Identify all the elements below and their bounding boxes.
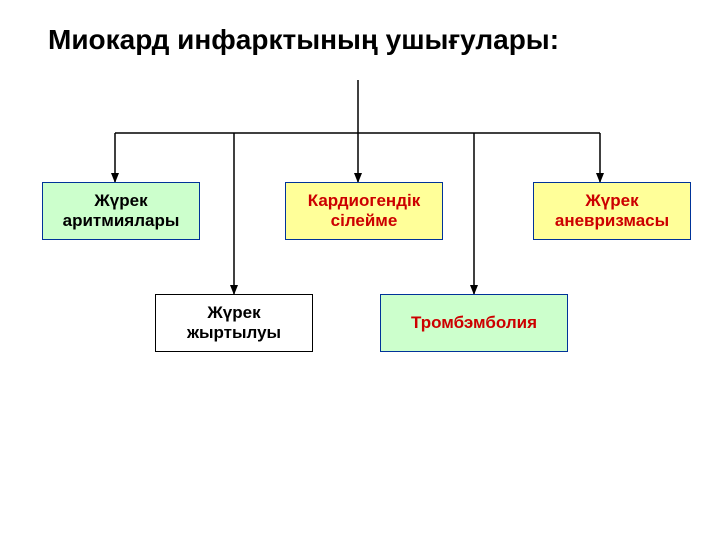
box-aneurysm: Жүреканевризмасы bbox=[533, 182, 691, 240]
box-thromboembolism-label: Тромбэмболия bbox=[411, 313, 537, 333]
box-arrhythmia-label: Жүрекаритмиялары bbox=[63, 191, 180, 232]
box-cardiogenic-shock: Кардиогендіксілейме bbox=[285, 182, 443, 240]
box-cardiogenic-label: Кардиогендіксілейме bbox=[308, 191, 420, 232]
box-aneurysm-label: Жүреканевризмасы bbox=[555, 191, 669, 232]
diagram-canvas: { "canvas": { "width": 720, "height": 54… bbox=[0, 0, 720, 540]
box-arrhythmia: Жүрекаритмиялары bbox=[42, 182, 200, 240]
box-rupture: Жүрекжыртылуы bbox=[155, 294, 313, 352]
connector-lines bbox=[0, 0, 720, 540]
box-thromboembolism: Тромбэмболия bbox=[380, 294, 568, 352]
diagram-title: Миокард инфарктының ушығулары: bbox=[48, 24, 559, 56]
box-rupture-label: Жүрекжыртылуы bbox=[187, 303, 281, 344]
